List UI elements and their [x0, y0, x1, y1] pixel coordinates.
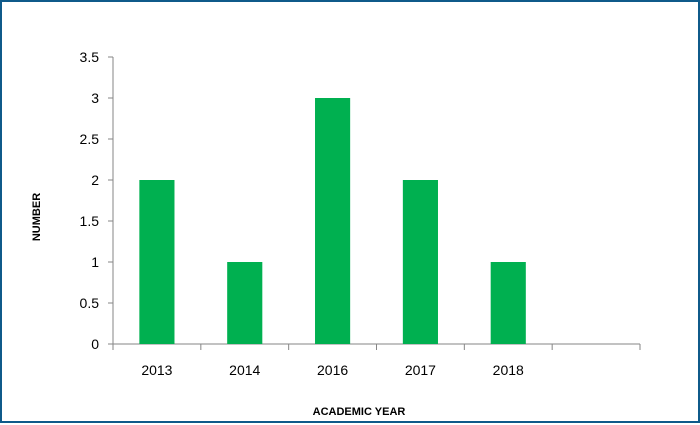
bar [139, 180, 175, 344]
y-tick-label: 1 [91, 254, 99, 270]
y-axis-title: NUMBER [31, 193, 43, 241]
x-tick-label: 2014 [229, 362, 260, 378]
y-tick-label: 0.5 [80, 295, 100, 311]
y-tick-label: 2 [91, 172, 99, 188]
y-tick-label: 0 [91, 336, 99, 352]
y-tick-label: 3 [91, 90, 99, 106]
x-tick-label: 2013 [141, 362, 172, 378]
y-tick-label: 2.5 [80, 131, 100, 147]
x-tick-label: 2016 [317, 362, 348, 378]
bar [402, 180, 438, 344]
y-tick-label: 1.5 [80, 213, 100, 229]
bar [227, 262, 263, 344]
x-tick-label: 2018 [493, 362, 524, 378]
x-axis-title: ACADEMIC YEAR [313, 406, 406, 418]
y-tick-label: 3.5 [80, 49, 100, 65]
x-tick-label: 2017 [405, 362, 436, 378]
bar [315, 98, 351, 344]
y-tick-labels: 0 0.5 1 1.5 2 2.5 3 3.5 [80, 49, 100, 352]
chart-bars [139, 98, 526, 344]
bar [490, 262, 526, 344]
x-tick-labels: 2013 2014 2016 2017 2018 [141, 362, 524, 378]
chart-axes [108, 56, 641, 350]
